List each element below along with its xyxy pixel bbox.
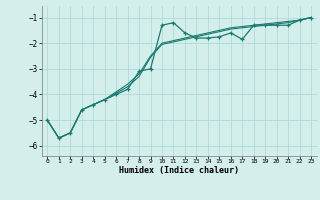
X-axis label: Humidex (Indice chaleur): Humidex (Indice chaleur) xyxy=(119,166,239,175)
